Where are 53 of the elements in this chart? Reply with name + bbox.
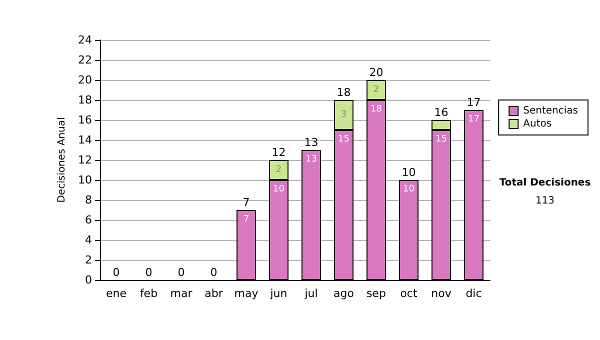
data-label: 10 [273,184,285,194]
total-label: 0 [145,266,152,279]
data-label: 13 [306,154,317,164]
total-label: 20 [369,66,384,79]
data-label: 17 [468,114,480,124]
x-tick-label: may [234,287,259,300]
x-tick-label: feb [140,287,158,300]
x-tick-label: mar [170,287,193,300]
legend-label: Autos [523,118,552,130]
data-label: 15 [338,134,350,144]
y-tick-label: 18 [78,94,92,106]
x-tick-label: jul [304,287,318,300]
total-label: 0 [178,266,185,279]
x-tick-label: ago [334,287,354,300]
y-tick-label: 10 [78,174,92,186]
data-label: 3 [340,110,347,120]
total-label: 17 [466,96,481,109]
total-label: 16 [434,106,448,119]
x-tick-label: dic [466,287,482,300]
x-tick-label: jun [269,287,288,300]
total-label: 10 [402,166,416,179]
y-tick-label: 6 [85,214,92,226]
y-axis-title: Decisiones Anual [56,117,68,203]
total-label: 18 [336,86,351,99]
data-label: 2 [373,85,380,95]
y-tick-label: 4 [85,234,92,246]
x-tick-label: nov [431,287,452,300]
x-tick-label: ene [106,287,127,300]
data-label: 15 [436,134,447,144]
total-label: 0 [210,266,218,279]
data-label: 10 [403,184,415,194]
y-tick-label: 8 [85,194,92,206]
y-tick-label: 2 [85,254,92,266]
data-label: 2 [276,165,282,175]
data-label: 18 [370,104,382,114]
y-tick-label: 20 [78,74,92,86]
text: 113 [535,196,555,206]
legend-label: Sentencias [523,106,578,116]
y-tick-label: 0 [85,274,92,286]
y-tick-label: 22 [78,54,92,66]
total-label: 13 [304,136,318,149]
y-tick-label: 16 [78,114,92,126]
y-tick-label: 14 [78,134,92,146]
data-label: 7 [243,214,250,224]
y-tick-label: 12 [78,154,92,166]
text: Total Decisiones [499,178,591,188]
x-tick-label: sep [366,287,386,300]
total-label: 12 [272,146,286,159]
x-tick-label: oct [400,287,418,300]
y-tick-label: 24 [78,34,92,46]
total-label: 7 [242,196,250,209]
x-tick-label: abr [204,287,224,300]
total-label: 0 [112,266,120,279]
